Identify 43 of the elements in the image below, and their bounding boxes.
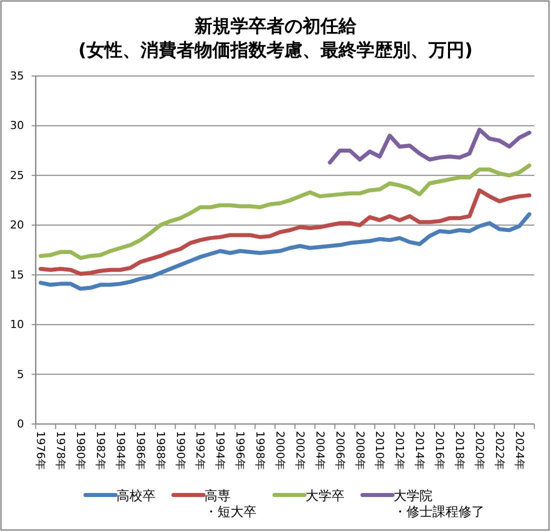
x-tick-label: 2000年 (274, 431, 287, 470)
y-tick-label: 30 (10, 119, 24, 132)
x-tick-label: 1998年 (254, 431, 267, 470)
legend-item: 高専・短大卒 (172, 489, 256, 520)
y-tick-label: 35 (10, 70, 24, 82)
y-tick-label: 15 (10, 268, 24, 282)
x-tick-label: 1978年 (54, 431, 68, 470)
subtitle: (女性、消費者物価指数考慮、最終学歴別、万円) (78, 40, 473, 61)
y-tick-label: 10 (10, 318, 24, 332)
x-tick-label: 2002年 (293, 431, 306, 470)
legend-label: 高校卒 (116, 488, 156, 504)
title: 新規学卒者の初任給 (194, 16, 356, 37)
x-tick-label: 2010年 (373, 431, 386, 470)
x-tick-label: 1986年 (134, 431, 147, 470)
legend-label: 高専・短大卒 (204, 488, 256, 520)
y-tick-label: 0 (17, 418, 24, 430)
x-tick-label: 2024年 (512, 431, 526, 470)
y-tick-label: 20 (10, 218, 24, 232)
x-tick-label: 2012年 (393, 431, 406, 470)
x-tick-label: 1976年 (34, 431, 48, 470)
x-tick-label: 2004年 (313, 431, 326, 470)
legend-item: 高校卒 (84, 489, 156, 504)
x-tick-label: 2018年 (453, 431, 466, 470)
legend-item: 大学卒 (272, 489, 344, 504)
x-tick-label: 1980年 (74, 431, 88, 470)
x-tick-label: 1990年 (174, 431, 187, 470)
legend-item: 大学院・修士課程修了 (360, 489, 484, 520)
x-tick-label: 1982年 (94, 431, 108, 470)
x-tick-label: 2008年 (353, 431, 366, 470)
x-tick-label: 1984年 (114, 431, 127, 470)
x-tick-label: 2006年 (333, 431, 346, 470)
x-tick-label: 1988年 (154, 431, 167, 470)
legend-label: 大学院・修士課程修了 (394, 489, 484, 520)
x-tick-label: 2020年 (472, 431, 486, 470)
x-tick-label: 2016年 (433, 431, 446, 470)
x-tick-label: 2014年 (413, 431, 426, 470)
y-tick-label: 25 (10, 168, 24, 182)
legend-label: 大学卒 (306, 489, 344, 504)
x-tick-label: 2022年 (492, 431, 506, 470)
x-tick-label: 1992年 (194, 431, 207, 470)
x-tick-label: 1994年 (214, 431, 227, 470)
x-tick-label: 1996年 (234, 431, 247, 470)
y-tick-label: 5 (17, 368, 24, 381)
